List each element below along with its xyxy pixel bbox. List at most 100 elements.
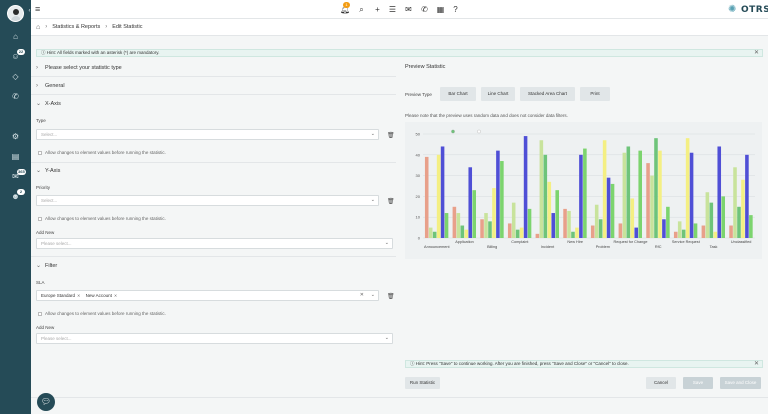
bar <box>662 219 666 238</box>
notification-badge: 1 <box>343 2 350 8</box>
chat-button[interactable]: 💬︎ <box>37 393 55 411</box>
bar <box>456 213 461 238</box>
avatar[interactable] <box>7 5 24 22</box>
yaxis-allow-changes[interactable]: Allow changes to element values before r… <box>38 216 166 221</box>
bar <box>717 146 722 238</box>
section-xaxis[interactable]: ⌄ X-Axis <box>36 100 61 108</box>
breadcrumb-item-statistics[interactable]: Statistics & Reports <box>52 24 101 30</box>
tickets-icon[interactable]: ◇ <box>12 72 19 81</box>
section-select-type[interactable]: › Please select your statistic type <box>36 65 122 71</box>
menu-icon[interactable]: ≡ <box>35 4 41 14</box>
bar <box>618 223 623 238</box>
bar <box>472 190 476 238</box>
trash-icon[interactable]: 🗑︎ <box>387 133 395 139</box>
section-general[interactable]: › General <box>36 83 65 89</box>
filter-add-new-select[interactable]: Please select... ⌄ <box>36 333 393 344</box>
legend-swatch <box>451 129 455 134</box>
bar <box>464 229 469 238</box>
bar <box>515 229 520 238</box>
x-tick-label: Application <box>455 240 474 244</box>
cancel-button[interactable]: Cancel <box>646 377 676 389</box>
divider <box>31 397 768 398</box>
bar <box>424 156 429 238</box>
phone-icon[interactable]: ✆ <box>421 5 428 14</box>
clear-icon[interactable]: ✕ <box>359 292 364 298</box>
bar-chart-button[interactable]: Bar Chart <box>440 87 476 101</box>
yaxis-allow-checkbox[interactable] <box>38 216 42 221</box>
divider <box>31 94 396 95</box>
type-select[interactable]: Select... ⌄ <box>36 129 379 140</box>
stacked-area-chart-button[interactable]: Stacked Area Chart <box>520 87 575 101</box>
bar <box>480 219 484 238</box>
filter-allow-checkbox[interactable] <box>38 311 42 316</box>
bar <box>626 146 631 238</box>
xaxis-allow-checkbox[interactable] <box>38 150 42 155</box>
bell-icon[interactable]: 🔔︎ <box>340 5 351 14</box>
breadcrumb-item-edit: Edit Statistic <box>112 24 143 30</box>
section-yaxis[interactable]: ⌄ Y-Axis <box>36 167 60 175</box>
mail-icon[interactable]: ✉ <box>12 172 19 181</box>
section-xaxis-label: X-Axis <box>45 100 61 107</box>
print-button[interactable]: Print <box>580 87 610 101</box>
close-icon[interactable]: ✕ <box>753 361 759 367</box>
bar <box>583 148 587 238</box>
bar <box>677 221 682 238</box>
bar <box>705 192 710 238</box>
trash-icon[interactable]: 🗑︎ <box>387 199 395 205</box>
calendar-icon[interactable]: ▦ <box>436 5 445 14</box>
help-icon[interactable]: ? <box>453 5 458 14</box>
priority-select[interactable]: Select... ⌄ <box>36 195 379 206</box>
bar <box>650 175 654 238</box>
save-and-close-button[interactable]: Save and Close <box>720 377 761 389</box>
customers-icon[interactable]: ☺ <box>11 52 20 61</box>
run-statistic-button[interactable]: Run Statistic <box>405 377 440 389</box>
bar <box>527 208 532 238</box>
plus-icon[interactable]: + <box>375 5 380 14</box>
chat-icon: 💬︎ <box>40 397 52 406</box>
section-filter-label: Filter <box>45 262 58 269</box>
xaxis-allow-changes[interactable]: Allow changes to element values before r… <box>38 150 166 155</box>
user-icon[interactable]: ☻ <box>11 192 20 201</box>
x-tick-label: Task <box>710 245 718 249</box>
save-button[interactable]: Save <box>683 377 713 389</box>
remove-tag-icon[interactable]: ✕ <box>113 293 118 298</box>
filter-allow-changes[interactable]: Allow changes to element values before r… <box>38 311 166 316</box>
x-tick-label: Problem <box>596 245 610 249</box>
checklist-icon[interactable]: ☰ <box>388 5 397 14</box>
bar <box>535 233 540 238</box>
collapse-icon[interactable]: ‹ <box>28 8 31 14</box>
yaxis-add-new-select[interactable]: Please select... ⌄ <box>36 238 393 249</box>
bar <box>602 140 607 238</box>
otrs-logo[interactable]: ✺ OTRS <box>728 4 768 15</box>
info-icon: ⓘ <box>41 50 47 55</box>
bar <box>673 231 678 238</box>
search-icon[interactable]: ⌕ <box>359 5 364 14</box>
x-tick-label: New Hire <box>567 240 583 244</box>
x-tick-label: Unclassified <box>731 240 751 244</box>
divider <box>31 162 396 163</box>
section-filter[interactable]: ⌄ Filter <box>36 262 58 270</box>
save-hint-text: Hint: Press "Save" to continue working. … <box>415 361 629 366</box>
bar <box>693 223 698 238</box>
trash-icon[interactable]: 🗑︎ <box>387 294 395 300</box>
close-icon[interactable]: ✕ <box>753 50 759 56</box>
type-select-placeholder: Select... <box>41 132 58 137</box>
line-chart-button[interactable]: Line Chart <box>481 87 515 101</box>
sla-select[interactable]: Europe Standard ✕ New Account ✕ ✕ ⌄ <box>36 290 379 301</box>
dashboard-icon[interactable]: ⌂ <box>13 32 18 41</box>
phone-icon[interactable]: ✆ <box>12 92 19 101</box>
bar <box>507 223 512 238</box>
bar <box>666 206 670 238</box>
y-tick-label: 0 <box>418 236 421 241</box>
preview-type-label: Preview Type <box>405 92 432 97</box>
reports-icon[interactable]: ▤ <box>11 152 20 161</box>
home-icon[interactable]: ⌂ <box>36 23 41 31</box>
admin-icon[interactable]: ⚙ <box>11 132 20 141</box>
remove-tag-icon[interactable]: ✕ <box>77 293 81 298</box>
bar <box>634 227 639 238</box>
type-label: Type <box>36 118 46 123</box>
bar <box>654 138 658 238</box>
x-tick-label: Request for Change <box>614 240 648 244</box>
mail-icon[interactable]: ✉ <box>405 5 412 14</box>
bar <box>519 227 524 238</box>
